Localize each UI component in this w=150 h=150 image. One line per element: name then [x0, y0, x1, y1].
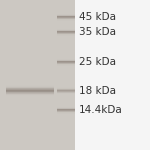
Bar — [57, 27, 75, 28]
Bar — [57, 13, 75, 14]
Bar — [57, 91, 75, 92]
Bar — [57, 28, 75, 29]
Bar — [57, 35, 75, 36]
Bar — [57, 95, 75, 96]
Bar — [57, 110, 75, 111]
Bar — [57, 92, 75, 93]
Bar — [57, 32, 75, 33]
Text: 18 kDa: 18 kDa — [79, 86, 116, 96]
Bar — [57, 94, 75, 95]
Bar — [57, 20, 75, 21]
Text: 45 kDa: 45 kDa — [79, 12, 116, 22]
Bar — [57, 34, 75, 35]
Bar — [57, 57, 75, 58]
Bar — [6, 92, 54, 93]
Bar — [57, 29, 75, 30]
Bar — [57, 63, 75, 64]
Bar — [57, 64, 75, 65]
Bar — [6, 90, 54, 91]
Bar — [57, 62, 75, 63]
Bar — [57, 115, 75, 116]
Bar — [57, 107, 75, 108]
Bar — [57, 109, 75, 110]
Bar — [57, 105, 75, 106]
Bar — [57, 57, 75, 58]
Bar — [57, 30, 75, 31]
Bar — [57, 67, 75, 68]
Bar — [57, 59, 75, 60]
Bar — [57, 88, 75, 89]
Bar — [6, 94, 54, 95]
Bar — [57, 61, 75, 62]
Bar — [6, 96, 54, 97]
Bar — [6, 87, 54, 88]
Bar — [57, 21, 75, 22]
Bar — [6, 82, 54, 83]
Bar — [57, 37, 75, 38]
Bar — [57, 19, 75, 20]
Bar — [6, 91, 54, 92]
Bar — [6, 93, 54, 94]
Bar — [57, 85, 75, 86]
Bar — [0, 0, 75, 150]
Bar — [57, 58, 75, 59]
Bar — [57, 66, 75, 67]
Bar — [6, 84, 54, 85]
Bar — [57, 106, 75, 107]
Bar — [57, 111, 75, 112]
Bar — [57, 27, 75, 28]
Bar — [57, 15, 75, 16]
Bar — [6, 98, 54, 99]
Bar — [6, 83, 54, 84]
Bar — [6, 95, 54, 96]
Bar — [57, 33, 75, 34]
Text: 25 kDa: 25 kDa — [79, 57, 116, 67]
Text: 14.4kDa: 14.4kDa — [79, 105, 123, 115]
Bar — [6, 85, 54, 86]
Bar — [57, 16, 75, 17]
Bar — [57, 12, 75, 13]
Text: 35 kDa: 35 kDa — [79, 27, 116, 37]
Bar — [57, 114, 75, 115]
Bar — [57, 87, 75, 88]
Bar — [57, 12, 75, 13]
Bar — [57, 17, 75, 18]
Bar — [6, 86, 54, 87]
Bar — [57, 65, 75, 66]
Bar — [6, 88, 54, 89]
Bar — [57, 22, 75, 23]
Bar — [6, 97, 54, 98]
Bar — [57, 93, 75, 94]
Bar — [57, 60, 75, 61]
Bar — [57, 90, 75, 91]
Bar — [57, 105, 75, 106]
Bar — [57, 31, 75, 32]
Bar — [57, 14, 75, 15]
Bar — [57, 89, 75, 90]
Bar — [57, 36, 75, 37]
Bar — [57, 108, 75, 109]
Bar — [57, 112, 75, 113]
Bar — [6, 89, 54, 90]
Bar — [57, 86, 75, 87]
Bar — [57, 113, 75, 114]
Bar — [57, 18, 75, 19]
